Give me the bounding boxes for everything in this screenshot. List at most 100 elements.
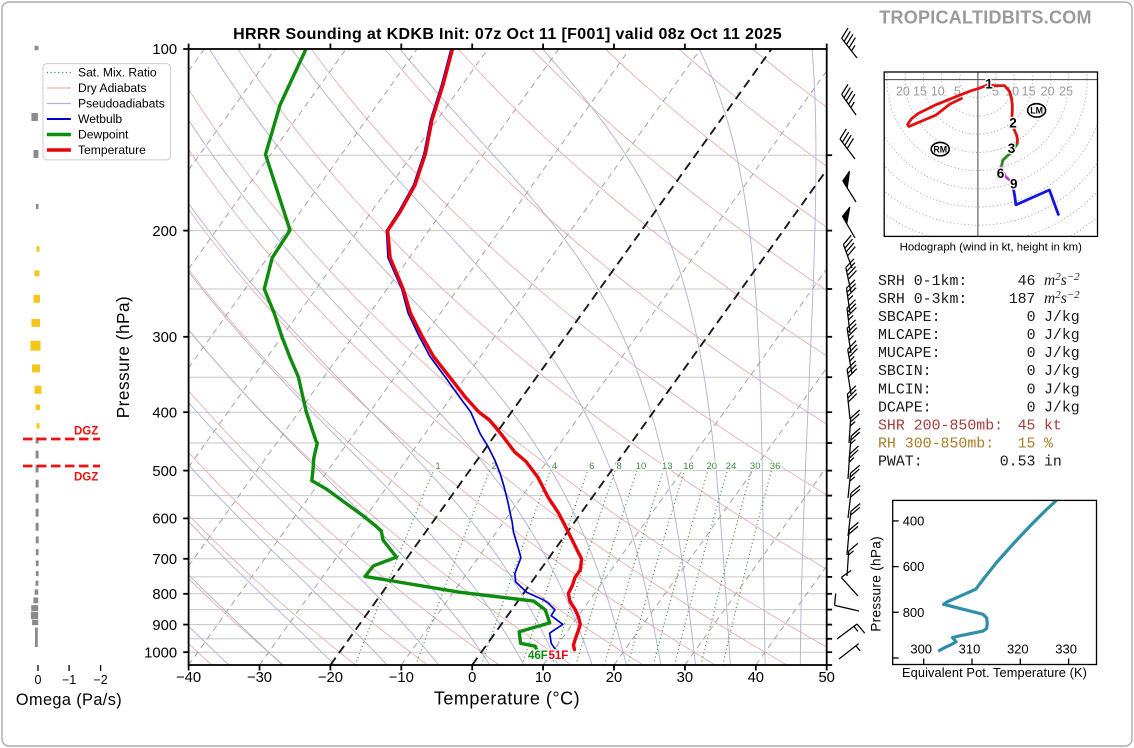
svg-text:DGZ: DGZ (74, 426, 98, 438)
svg-text:100: 100 (152, 42, 177, 58)
svg-text:6: 6 (997, 166, 1005, 181)
svg-text:700: 700 (152, 552, 177, 568)
svg-text:300: 300 (910, 642, 932, 657)
svg-text:DGZ: DGZ (74, 472, 98, 484)
svg-text:J/kg: J/kg (1044, 328, 1080, 344)
svg-text:RM: RM (933, 144, 947, 154)
svg-text:J/kg: J/kg (1044, 310, 1080, 326)
svg-text:RH 300-850mb:: RH 300-850mb: (878, 437, 994, 453)
svg-text:16: 16 (683, 461, 694, 472)
svg-text:0: 0 (468, 670, 476, 686)
svg-text:−40: −40 (176, 670, 201, 686)
svg-text:5: 5 (954, 85, 961, 99)
svg-text:20: 20 (707, 461, 718, 472)
svg-text:kt: kt (1044, 418, 1062, 434)
svg-text:−20: −20 (318, 670, 343, 686)
svg-text:Wetbulb: Wetbulb (78, 112, 122, 126)
svg-text:3: 3 (1008, 141, 1016, 156)
svg-text:25: 25 (1059, 85, 1073, 99)
svg-text:SBCIN:: SBCIN: (878, 364, 932, 380)
svg-text:J/kg: J/kg (1044, 346, 1080, 362)
svg-text:10: 10 (931, 85, 945, 99)
svg-text:500: 500 (152, 464, 177, 480)
svg-text:MUCAPE:: MUCAPE: (878, 346, 941, 362)
svg-text:8: 8 (617, 461, 622, 472)
svg-text:4: 4 (552, 461, 557, 472)
svg-text:0: 0 (1027, 310, 1036, 326)
svg-text:Pressure (hPa): Pressure (hPa) (113, 296, 133, 419)
svg-text:20: 20 (1041, 85, 1055, 99)
svg-text:Hodograph (wind in kt, height: Hodograph (wind in kt, height in km) (900, 242, 1083, 254)
svg-text:600: 600 (903, 559, 925, 574)
svg-text:900: 900 (152, 618, 177, 634)
svg-text:SRH 0-3km:: SRH 0-3km: (878, 292, 967, 308)
svg-text:MLCAPE:: MLCAPE: (878, 328, 941, 344)
svg-text:320: 320 (1007, 642, 1029, 657)
svg-text:300: 300 (152, 330, 177, 346)
svg-text:10: 10 (636, 461, 647, 472)
svg-text:TROPICALTIDBITS.COM: TROPICALTIDBITS.COM (879, 8, 1091, 28)
svg-text:1: 1 (985, 77, 993, 92)
svg-text:600: 600 (152, 512, 177, 528)
svg-text:10: 10 (535, 670, 551, 686)
svg-text:30: 30 (677, 670, 693, 686)
svg-text:SBCAPE:: SBCAPE: (878, 310, 941, 326)
svg-text:Dry Adiabats: Dry Adiabats (78, 81, 147, 95)
svg-text:J/kg: J/kg (1044, 400, 1080, 416)
svg-text:0: 0 (1027, 328, 1036, 344)
svg-text:800: 800 (152, 587, 177, 603)
svg-text:9: 9 (1010, 177, 1018, 192)
svg-text:45: 45 (1018, 418, 1036, 434)
svg-text:1000: 1000 (144, 645, 177, 661)
svg-text:1: 1 (435, 461, 440, 472)
svg-text:J/kg: J/kg (1044, 382, 1080, 398)
svg-text:in: in (1044, 455, 1062, 471)
svg-text:Sat. Mix. Ratio: Sat. Mix. Ratio (78, 66, 157, 80)
svg-text:15: 15 (913, 85, 927, 99)
svg-text:SHR 200-850mb:: SHR 200-850mb: (878, 418, 1003, 434)
svg-text:310: 310 (959, 642, 981, 657)
svg-text:400: 400 (903, 513, 925, 528)
svg-text:24: 24 (726, 461, 737, 472)
svg-text:187: 187 (1009, 292, 1036, 308)
svg-text:13: 13 (662, 461, 673, 472)
svg-text:200: 200 (152, 224, 177, 240)
svg-text:Equivalent Pot. Temperature (K: Equivalent Pot. Temperature (K) (902, 665, 1087, 680)
svg-text:PWAT:: PWAT: (878, 455, 923, 471)
svg-text:Temperature: Temperature (78, 143, 146, 157)
svg-text:2: 2 (1009, 116, 1017, 131)
svg-text:0: 0 (1027, 400, 1036, 416)
svg-text:0.53: 0.53 (1000, 455, 1036, 471)
svg-text:−30: −30 (247, 670, 272, 686)
svg-text:5: 5 (992, 85, 999, 99)
svg-text:0: 0 (1027, 382, 1036, 398)
svg-text:30: 30 (750, 461, 761, 472)
svg-text:DCAPE:: DCAPE: (878, 400, 932, 416)
svg-text:330: 330 (1055, 642, 1077, 657)
svg-text:HRRR Sounding at KDKB Init: 07: HRRR Sounding at KDKB Init: 07z Oct 11 [… (233, 26, 782, 43)
svg-text:0: 0 (1027, 364, 1036, 380)
svg-text:15: 15 (1018, 437, 1036, 453)
svg-text:Temperature (°C): Temperature (°C) (434, 689, 580, 709)
svg-text:0: 0 (35, 673, 42, 687)
svg-text:Omega (Pa/s): Omega (Pa/s) (16, 691, 122, 709)
svg-text:LM: LM (1030, 106, 1043, 116)
svg-text:Pseudoadiabats: Pseudoadiabats (78, 97, 165, 111)
svg-text:40: 40 (748, 670, 764, 686)
svg-text:−10: −10 (389, 670, 414, 686)
svg-text:20: 20 (606, 670, 622, 686)
svg-text:46: 46 (1018, 274, 1036, 290)
svg-text:6: 6 (589, 461, 594, 472)
svg-text:%: % (1044, 437, 1053, 453)
svg-text:15: 15 (1022, 85, 1036, 99)
svg-text:Dewpoint: Dewpoint (78, 128, 129, 142)
svg-text:−2: −2 (93, 673, 107, 687)
svg-text:MLCIN:: MLCIN: (878, 382, 932, 398)
svg-text:50: 50 (818, 670, 834, 686)
svg-text:46F: 46F (528, 650, 548, 662)
svg-text:51F: 51F (549, 650, 569, 662)
svg-text:2: 2 (492, 461, 497, 472)
svg-text:−1: −1 (62, 673, 76, 687)
svg-text:0: 0 (1027, 346, 1036, 362)
svg-text:J/kg: J/kg (1044, 364, 1080, 380)
